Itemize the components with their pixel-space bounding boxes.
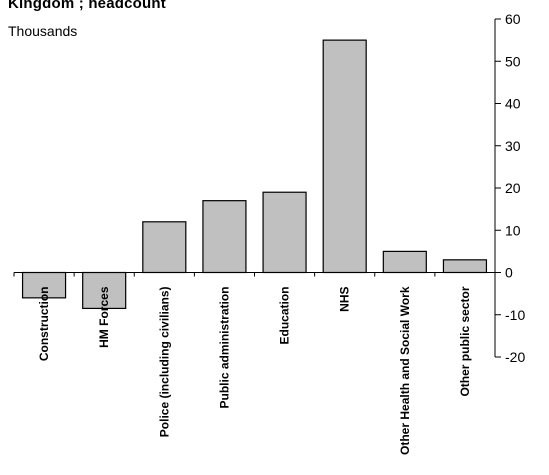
y-tick-label: -10 xyxy=(505,307,525,323)
bar-1 xyxy=(21,271,67,299)
y-tick-label: 60 xyxy=(505,11,521,27)
y-axis-unit-label: Thousands xyxy=(8,23,78,39)
bar-7 xyxy=(382,250,427,274)
y-tick-label: 40 xyxy=(505,96,521,112)
category-label: HM Forces xyxy=(97,286,111,348)
bar-8 xyxy=(442,259,488,274)
y-tick-label: 20 xyxy=(505,180,521,196)
bar-3 xyxy=(142,221,187,274)
category-label: Police (including civilians) xyxy=(157,287,171,438)
y-tick-label: 30 xyxy=(505,138,521,154)
bar-5 xyxy=(262,191,307,274)
y-tick-label: -20 xyxy=(505,349,525,365)
y-tick-label: 50 xyxy=(505,53,521,69)
category-label: Public administration xyxy=(217,287,231,409)
category-label: Other public sector xyxy=(458,286,472,396)
category-label: NHS xyxy=(338,287,352,312)
bar-4 xyxy=(202,200,247,274)
bar-6 xyxy=(322,39,367,274)
chart-title: Kingdom ; headcount xyxy=(8,0,166,12)
category-label: Education xyxy=(278,287,292,345)
y-tick-label: 10 xyxy=(505,222,521,238)
category-label: Construction xyxy=(37,287,51,362)
y-tick-label: 0 xyxy=(505,265,513,281)
category-label: Other Health and Social Work xyxy=(398,286,412,455)
